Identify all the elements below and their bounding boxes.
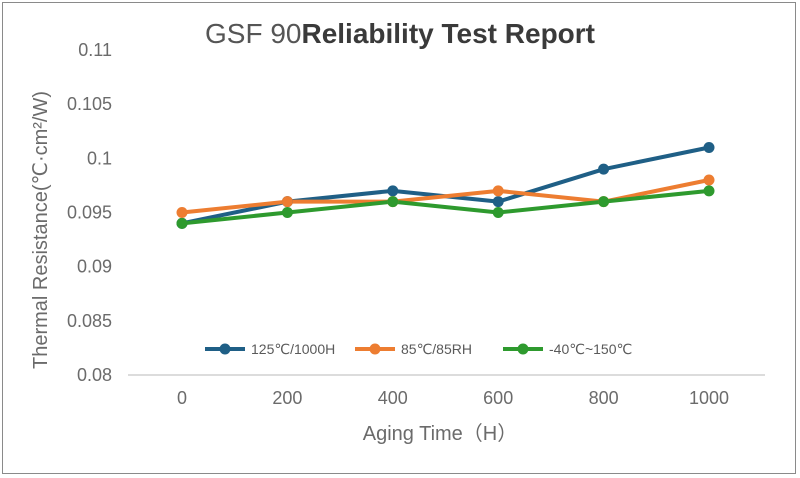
data-point (281, 207, 293, 218)
legend-swatch-marker (219, 343, 231, 355)
legend-swatch-marker (517, 343, 529, 355)
data-point (492, 207, 504, 218)
y-tick-label: 0.11 (78, 40, 112, 60)
data-point (176, 217, 188, 229)
legend-label: 85℃/85RH (401, 341, 472, 357)
data-point (703, 174, 715, 186)
y-tick-labels: 0.08 0.085 0.09 0.095 0.1 0.105 0.11 (67, 40, 112, 385)
legend-label: -40℃~150℃ (549, 341, 632, 357)
legend-swatch-marker (369, 343, 381, 355)
y-tick-label: 0.095 (67, 203, 112, 223)
x-tick-label: 200 (272, 388, 302, 408)
legend: 125℃/1000H 85℃/85RH -40℃~150℃ (205, 341, 632, 357)
series-line (181, 145, 710, 226)
y-tick-label: 0.09 (77, 257, 112, 277)
y-tick-label: 0.085 (67, 311, 112, 331)
y-tick-label: 0.105 (67, 94, 112, 114)
data-point (176, 207, 188, 218)
chart-title-main: Reliability Test Report (301, 18, 596, 49)
data-point (703, 185, 715, 197)
data-point (703, 142, 715, 153)
data-point (387, 196, 399, 208)
legend-label: 125℃/1000H (251, 341, 335, 357)
x-tick-labels: 0 200 400 600 800 1000 (177, 388, 729, 408)
x-tick-label: 0 (177, 388, 187, 408)
x-axis-label: Aging Time（H） (363, 422, 518, 445)
series-lines (176, 142, 715, 229)
chart-title-prefix: GSF 90 (204, 18, 302, 49)
data-point (492, 196, 504, 208)
x-tick-label: 1000 (689, 388, 729, 408)
x-tick-label: 400 (378, 388, 408, 408)
x-tick-label: 600 (483, 388, 513, 408)
y-tick-label: 0.1 (87, 148, 112, 168)
data-point (598, 196, 610, 208)
chart-title: GSF 90Reliability Test Report (0, 18, 800, 50)
data-point (387, 185, 399, 197)
y-tick-label: 0.08 (77, 365, 112, 385)
series-line (181, 188, 710, 226)
y-axis-label: Thermal Resistance(℃·cm²/W) (30, 91, 52, 369)
data-point (281, 196, 293, 208)
data-point (598, 163, 610, 175)
x-tick-label: 800 (589, 388, 619, 408)
data-point (492, 185, 504, 197)
